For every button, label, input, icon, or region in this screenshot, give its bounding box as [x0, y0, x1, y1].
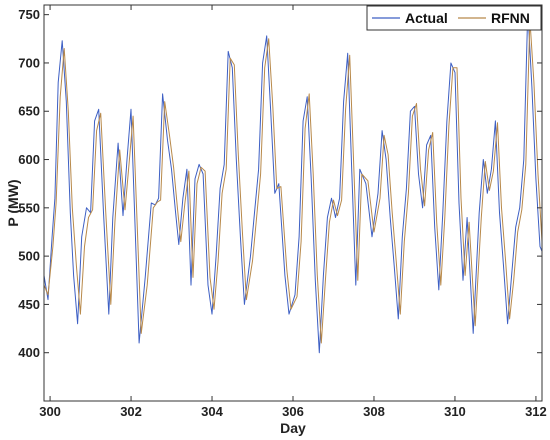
- x-tick-label: 300: [39, 404, 61, 419]
- x-tick-label: 302: [120, 404, 142, 419]
- legend-label-actual: Actual: [405, 10, 448, 26]
- y-tick-label: 400: [18, 345, 40, 360]
- y-tick-label: 750: [18, 7, 40, 22]
- legend: Actual RFNN: [366, 5, 542, 31]
- x-tick-label: 312: [525, 404, 547, 419]
- x-tick-label: 310: [444, 404, 466, 419]
- plot-background: [44, 5, 542, 401]
- y-tick-label: 450: [18, 297, 40, 312]
- series-line-rfnn: [43, 19, 543, 344]
- y-tick-label: 500: [18, 249, 40, 264]
- x-tick-label: 304: [201, 404, 223, 419]
- x-tick-label: 306: [282, 404, 304, 419]
- y-tick-label: 600: [18, 152, 40, 167]
- legend-label-rfnn: RFNN: [491, 10, 530, 26]
- series-line-actual: [43, 9, 543, 354]
- y-tick-label: 700: [18, 55, 40, 70]
- x-axis-label: Day: [280, 420, 306, 436]
- y-axis: 400 450 500 550 600 650 700 750: [18, 7, 542, 360]
- x-tick-label: 308: [363, 404, 385, 419]
- series-layer: [43, 9, 543, 354]
- y-tick-label: 550: [18, 200, 40, 215]
- y-tick-label: 650: [18, 104, 40, 119]
- y-axis-label: P (MW): [5, 179, 21, 226]
